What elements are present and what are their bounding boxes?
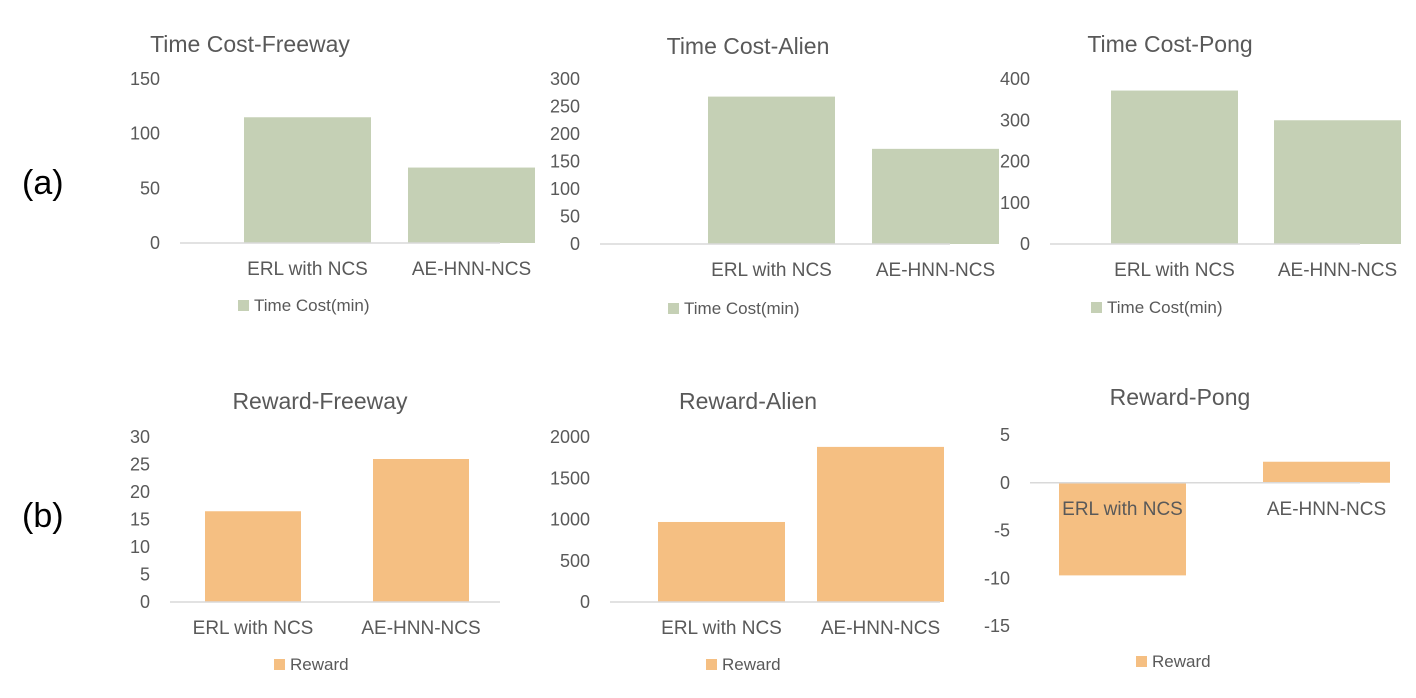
bar <box>658 521 785 602</box>
y-tick-label: 0 <box>140 592 150 612</box>
legend-label: Time Cost(min) <box>684 299 800 318</box>
bar <box>1111 90 1238 244</box>
bar <box>205 511 301 602</box>
y-tick-label: 30 <box>130 427 150 447</box>
chart-reward-freeway: Reward-Freeway 0 5 10 15 20 25 30 ERL with NCS AE… <box>130 388 500 674</box>
y-tick-label: -5 <box>994 521 1010 541</box>
y-tick-label: -10 <box>984 568 1010 588</box>
y-tick-label: 150 <box>550 152 580 172</box>
y-tick-label: 200 <box>1000 152 1030 172</box>
x-tick-label: ERL with NCS <box>661 618 782 639</box>
y-tick-label: 150 <box>130 69 160 89</box>
row-label-a: (a) <box>22 164 64 202</box>
y-tick-label: 0 <box>1000 473 1010 493</box>
y-tick-label: 100 <box>130 124 160 144</box>
y-tick-label: 100 <box>550 179 580 199</box>
x-tick-label: AE-HNN-NCS <box>361 618 480 639</box>
bar <box>1059 482 1186 576</box>
y-tick-label: 2000 <box>550 427 590 447</box>
chart-time-cost-pong: Time Cost-Pong 0 100 200 300 400 ERL with NCS A… <box>1000 31 1401 317</box>
y-tick-label: 1500 <box>550 468 590 488</box>
y-tick-label: 0 <box>570 234 580 254</box>
y-tick-label: 10 <box>130 537 150 557</box>
legend-swatch <box>668 303 679 314</box>
y-tick-label: 1000 <box>550 510 590 530</box>
legend-swatch <box>274 659 285 670</box>
legend-label: Time Cost(min) <box>1107 298 1223 317</box>
y-tick-label: 200 <box>550 124 580 144</box>
legend-label: Reward <box>290 655 349 674</box>
y-tick-label: 0 <box>1020 234 1030 254</box>
y-tick-label: 50 <box>560 207 580 227</box>
chart-reward-alien: Reward-Alien 0 500 1000 1500 2000 ERL with NCS… <box>550 388 944 674</box>
y-tick-label: 500 <box>560 551 590 571</box>
bar <box>408 167 535 243</box>
chart-title: Time Cost-Alien <box>667 33 830 59</box>
chart-time-cost-alien: Time Cost-Alien 0 50 100 150 200 250 300 ERL wit… <box>550 33 999 318</box>
y-tick-label: 20 <box>130 482 150 502</box>
chart-time-cost-freeway: Time Cost-Freeway 0 50 100 150 ERL with NCS AE… <box>130 31 535 315</box>
bar <box>872 148 999 244</box>
bar <box>244 117 371 243</box>
bar <box>373 459 469 602</box>
legend-label: Time Cost(min) <box>254 296 370 315</box>
bar <box>708 96 835 244</box>
x-tick-label: ERL with NCS <box>247 259 368 280</box>
y-tick-label: 0 <box>150 233 160 253</box>
y-tick-label: -15 <box>984 616 1010 636</box>
chart-title: Time Cost-Pong <box>1087 31 1252 57</box>
legend-swatch <box>1136 656 1147 667</box>
x-tick-label: AE-HNN-NCS <box>821 618 940 639</box>
bar <box>817 446 944 602</box>
y-tick-label: 100 <box>1000 193 1030 213</box>
legend-swatch <box>706 659 717 670</box>
chart-reward-pong: Reward-Pong -15 -10 -5 0 5 ERL with NCS AE-HNN-… <box>984 384 1390 671</box>
y-tick-label: 5 <box>1000 425 1010 445</box>
y-tick-label: 15 <box>130 510 150 530</box>
x-tick-label: ERL with NCS <box>193 618 314 639</box>
y-tick-label: 0 <box>580 592 590 612</box>
x-tick-label: AE-HNN-NCS <box>876 260 995 281</box>
legend-swatch <box>238 300 249 311</box>
x-tick-label: AE-HNN-NCS <box>412 259 531 280</box>
x-tick-label: AE-HNN-NCS <box>1278 260 1397 281</box>
bar <box>1274 120 1401 244</box>
chart-title: Reward-Pong <box>1110 384 1251 410</box>
y-tick-label: 300 <box>550 69 580 89</box>
legend-label: Reward <box>1152 652 1211 671</box>
x-tick-label: ERL with NCS <box>711 260 832 281</box>
y-tick-label: 5 <box>140 565 150 585</box>
bar <box>1263 461 1390 483</box>
x-tick-label: ERL with NCS <box>1062 499 1183 520</box>
x-tick-label: AE-HNN-NCS <box>1267 499 1386 520</box>
y-tick-label: 300 <box>1000 110 1030 130</box>
y-tick-label: 25 <box>130 455 150 475</box>
chart-title: Reward-Alien <box>679 388 817 414</box>
row-label-b: (b) <box>22 497 64 535</box>
y-tick-label: 250 <box>550 97 580 117</box>
legend-swatch <box>1091 302 1102 313</box>
legend-label: Reward <box>722 655 781 674</box>
y-tick-label: 400 <box>1000 69 1030 89</box>
y-tick-label: 50 <box>140 178 160 198</box>
chart-title: Time Cost-Freeway <box>150 31 350 57</box>
chart-title: Reward-Freeway <box>232 388 408 414</box>
x-tick-label: ERL with NCS <box>1114 260 1235 281</box>
